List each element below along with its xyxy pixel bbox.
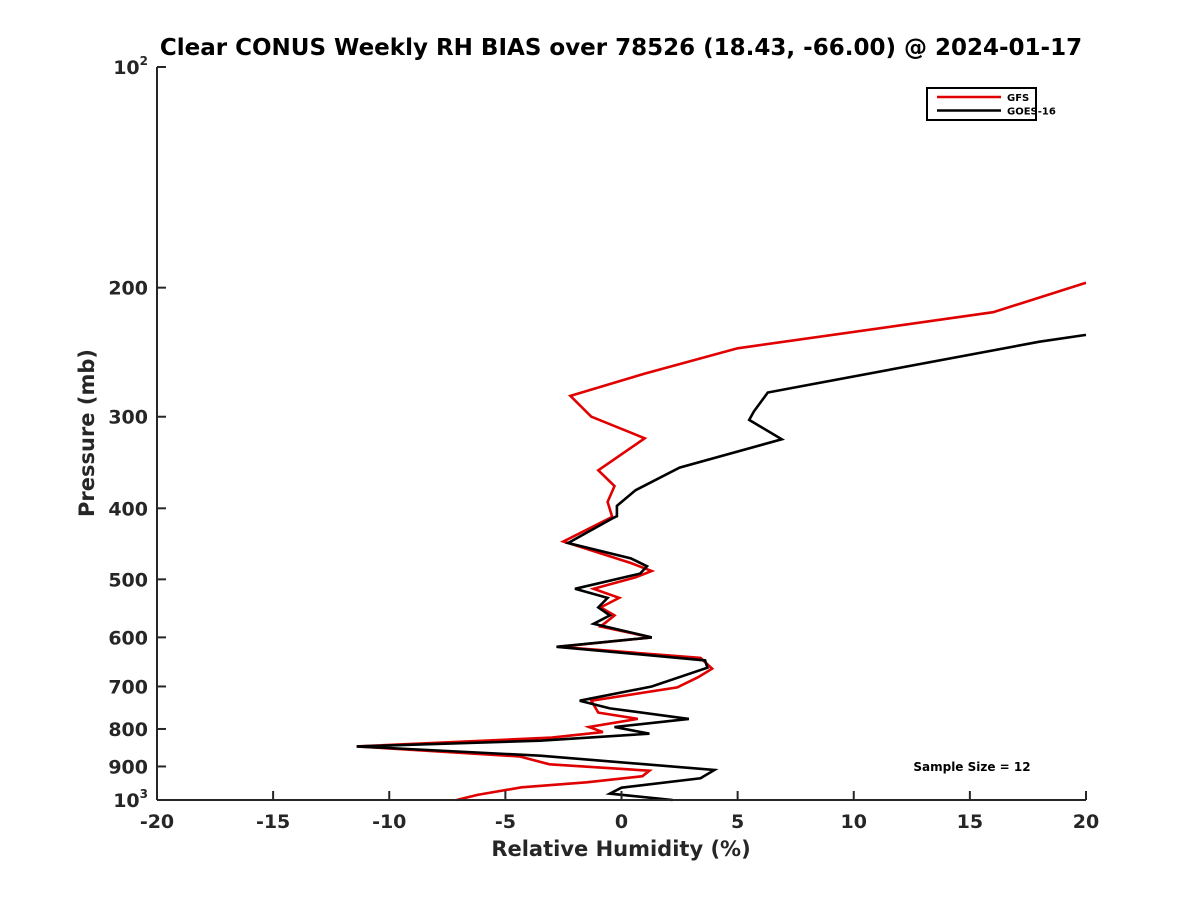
- y-tick-label: 300: [108, 407, 148, 429]
- x-tick-label: -5: [495, 811, 516, 833]
- axes: -20 -15 -10 -5 0 5 10 15 20 102 200 300 400 500 600 700…: [108, 54, 1099, 833]
- series-line-gfs: [356, 281, 1087, 802]
- y-axis-label: Pressure (mb): [75, 349, 99, 517]
- x-tick-label: 0: [615, 811, 628, 833]
- legend: GFS GOES-16: [926, 87, 1056, 121]
- series-line-goes-16: [356, 333, 1087, 802]
- y-tick-label: 800: [108, 719, 148, 741]
- y-tick-label: 500: [108, 569, 148, 591]
- x-tick-label: 15: [957, 811, 983, 833]
- y-tick-label: 200: [108, 278, 148, 300]
- y-tick-label: 102: [113, 54, 148, 79]
- y-tick-label: 600: [108, 627, 148, 649]
- chart-title: Clear CONUS Weekly RH BIAS over 78526 (1…: [160, 35, 1082, 61]
- y-tick-label: 700: [108, 676, 148, 698]
- x-axis-label: Relative Humidity (%): [491, 837, 750, 861]
- plot-area: [356, 281, 1087, 802]
- y-tick-label: 103: [113, 787, 148, 812]
- y-tick-label: 900: [108, 756, 148, 778]
- x-tick-label: 5: [731, 811, 744, 833]
- legend-label-goes-16: GOES-16: [1007, 107, 1056, 118]
- x-tick-label: 10: [841, 811, 867, 833]
- x-tick-label: -10: [372, 811, 406, 833]
- sample-size-annotation: Sample Size = 12: [913, 760, 1030, 774]
- x-tick-label: 20: [1073, 811, 1099, 833]
- y-tick-label: 400: [108, 498, 148, 520]
- x-tick-label: -20: [140, 811, 174, 833]
- x-tick-label: -15: [256, 811, 290, 833]
- legend-label-gfs: GFS: [1007, 93, 1029, 104]
- legend-box: [926, 87, 1037, 121]
